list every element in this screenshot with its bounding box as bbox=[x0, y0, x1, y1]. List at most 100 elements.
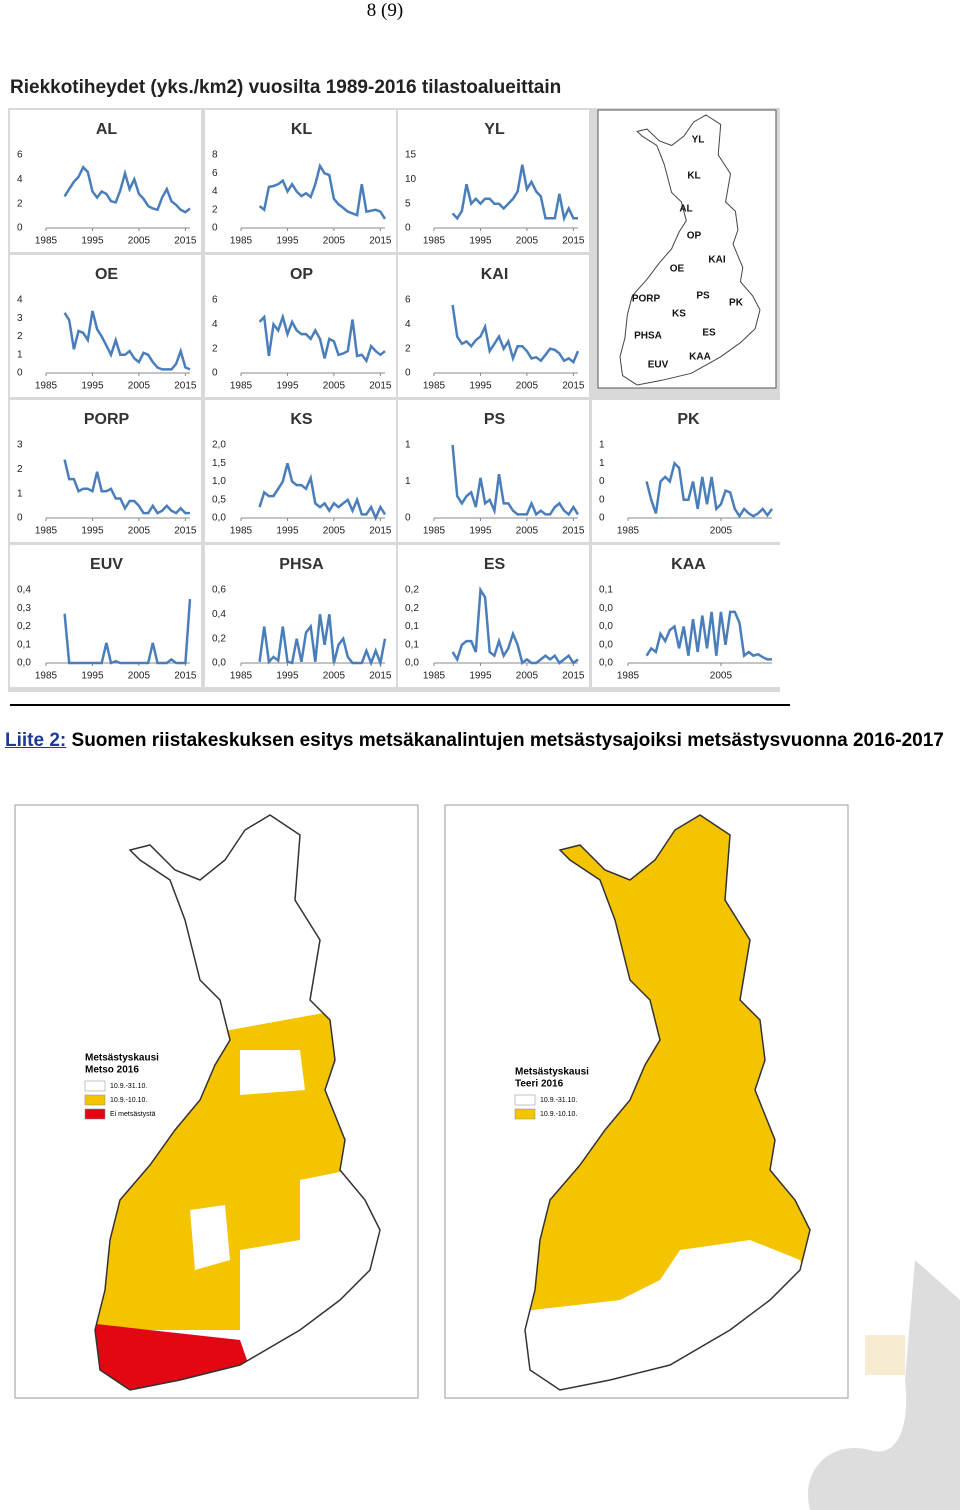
y-tick-label: 2 bbox=[17, 464, 23, 475]
y-tick-label: 2 bbox=[17, 198, 23, 209]
y-tick-label: 1 bbox=[599, 458, 605, 469]
y-tick-label: 0,4 bbox=[17, 585, 31, 596]
y-tick-label: 0,2 bbox=[405, 603, 419, 614]
legend-label: 10.9.-10.10. bbox=[540, 1111, 577, 1118]
y-tick-label: 4 bbox=[17, 174, 23, 185]
line bbox=[451, 304, 580, 365]
y-tick-label: 0 bbox=[599, 513, 605, 524]
y-tick-label: 0,0 bbox=[599, 639, 613, 650]
y-tick-label: 2 bbox=[17, 331, 23, 342]
chart-title: KAA bbox=[671, 556, 706, 573]
x-tick-label: 1985 bbox=[617, 671, 640, 682]
chart-title: YL bbox=[484, 121, 505, 138]
logo-shape bbox=[865, 1335, 905, 1375]
logo-shape bbox=[808, 1260, 960, 1510]
y-tick-label: 0,0 bbox=[599, 621, 613, 632]
map-label: PS bbox=[696, 291, 710, 302]
chart-title: PK bbox=[677, 411, 700, 428]
map-label: KAA bbox=[689, 352, 711, 363]
x-tick-label: 1995 bbox=[469, 381, 492, 392]
x-tick-label: 2015 bbox=[562, 381, 585, 392]
y-tick-label: 15 bbox=[405, 150, 417, 161]
line bbox=[258, 614, 387, 668]
y-tick-label: 1 bbox=[17, 488, 23, 499]
x-tick-label: 2015 bbox=[174, 236, 197, 247]
legend-label: 10.9.-10.10. bbox=[110, 1097, 147, 1104]
x-tick-label: 1995 bbox=[469, 236, 492, 247]
chart-title: AL bbox=[96, 121, 118, 138]
map-label: KS bbox=[672, 309, 686, 320]
x-tick-label: 2005 bbox=[516, 236, 539, 247]
x-tick-label: 1985 bbox=[35, 236, 58, 247]
region bbox=[240, 1050, 305, 1095]
x-tick-label: 1985 bbox=[230, 526, 253, 537]
y-tick-label: 2 bbox=[212, 343, 218, 354]
line bbox=[63, 459, 190, 515]
y-tick-label: 10 bbox=[405, 174, 417, 185]
legend-swatch bbox=[514, 1108, 536, 1120]
inset-outline bbox=[619, 114, 761, 386]
page-number: 8 (9) bbox=[366, 0, 404, 21]
y-tick-label: 0,0 bbox=[599, 603, 613, 614]
legend-subtitle: Teeri 2016 bbox=[515, 1079, 564, 1090]
caption: Liite 2: Suomen riistakeskuksen esitys m… bbox=[5, 729, 945, 752]
legend-label: 10.9.-31.10. bbox=[110, 1083, 147, 1090]
y-tick-label: 0,2 bbox=[212, 633, 226, 644]
y-tick-label: 6 bbox=[212, 295, 218, 306]
chart-title: KAI bbox=[481, 266, 509, 283]
map-label: OP bbox=[687, 231, 702, 242]
y-tick-label: 0 bbox=[599, 494, 605, 505]
line bbox=[63, 599, 192, 665]
y-tick-label: 0 bbox=[405, 368, 411, 379]
y-tick-label: 0,2 bbox=[17, 621, 31, 632]
x-tick-label: 2005 bbox=[323, 526, 346, 537]
legend-subtitle: Metso 2016 bbox=[85, 1065, 139, 1076]
map-label: PHSA bbox=[634, 331, 662, 342]
x-tick-label: 2005 bbox=[128, 671, 151, 682]
y-tick-label: 0,1 bbox=[405, 621, 419, 632]
map-label: ES bbox=[702, 328, 716, 339]
x-tick-label: 1995 bbox=[81, 671, 104, 682]
y-tick-label: 1 bbox=[599, 440, 605, 451]
chart-title: ES bbox=[484, 556, 506, 573]
y-tick-label: 0,1 bbox=[405, 639, 419, 650]
chart-title: PHSA bbox=[279, 556, 324, 573]
y-tick-label: 0,3 bbox=[17, 603, 31, 614]
y-tick-label: 0 bbox=[212, 368, 218, 379]
y-tick-label: 0,0 bbox=[212, 658, 226, 669]
y-tick-label: 1,5 bbox=[212, 458, 226, 469]
x-tick-label: 2005 bbox=[710, 671, 733, 682]
y-tick-label: 0,0 bbox=[212, 513, 226, 524]
x-tick-label: 2015 bbox=[174, 526, 197, 537]
x-tick-label: 2005 bbox=[323, 671, 346, 682]
line bbox=[258, 312, 386, 364]
x-tick-label: 1985 bbox=[35, 381, 58, 392]
chart-title: KS bbox=[290, 411, 313, 428]
legend-label: 10.9.-31.10. bbox=[540, 1097, 577, 1104]
x-tick-label: 1985 bbox=[230, 381, 253, 392]
x-tick-label: 1985 bbox=[617, 526, 640, 537]
line bbox=[258, 162, 387, 220]
x-tick-label: 2005 bbox=[710, 526, 733, 537]
y-tick-label: 0,6 bbox=[212, 585, 226, 596]
x-tick-label: 2015 bbox=[369, 526, 392, 537]
caption-text: Suomen riistakeskuksen esitys metsäkanal… bbox=[71, 730, 944, 751]
y-tick-label: 0,0 bbox=[405, 658, 419, 669]
y-tick-label: 0,4 bbox=[212, 609, 226, 620]
map-label: PORP bbox=[632, 294, 661, 305]
y-tick-label: 6 bbox=[212, 168, 218, 179]
legend-swatch bbox=[84, 1108, 106, 1120]
x-tick-label: 2005 bbox=[516, 671, 539, 682]
y-tick-label: 6 bbox=[17, 150, 23, 161]
x-tick-label: 1985 bbox=[423, 526, 446, 537]
y-tick-label: 0,5 bbox=[212, 494, 226, 505]
x-tick-label: 2015 bbox=[174, 381, 197, 392]
chart-title: KL bbox=[291, 121, 313, 138]
map-outline bbox=[94, 814, 381, 1391]
y-tick-label: 1 bbox=[405, 440, 411, 451]
chart-title: EUV bbox=[90, 556, 123, 573]
x-tick-label: 1995 bbox=[81, 381, 104, 392]
x-tick-label: 2015 bbox=[562, 236, 585, 247]
